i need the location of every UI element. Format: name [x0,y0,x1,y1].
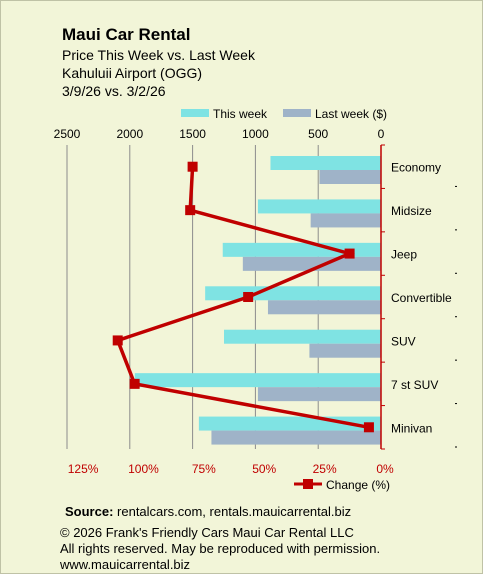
category-label: SUV [391,334,416,348]
website-url: www.mauicarrental.biz [60,557,191,572]
x2-tick-label: 100% [128,462,159,476]
bar-this-week [270,156,381,170]
bar-this-week [222,242,381,257]
legend-label-this-week: This week [213,107,268,121]
category-label: Jeep [391,248,417,262]
bar-this-week [134,373,381,388]
change-marker [112,335,123,346]
rights-text: All rights reserved. May be reproduced w… [60,541,381,556]
bar-this-week [205,286,381,301]
x-tick-label: 0 [378,127,385,141]
change-marker [243,292,254,302]
category-label: 7 st SUV [391,378,438,392]
change-marker [344,248,355,259]
legend-swatch-last-week [283,109,311,117]
x2-tick-label: 0% [376,462,394,476]
chart-dates: 3/9/26 vs. 3/2/26 [62,83,166,99]
copyright-text: © 2026 Frank's Friendly Cars Maui Car Re… [60,525,354,540]
x2-tick-label: 125% [68,462,99,476]
source-line: Source: rentalcars.com, rentals.mauicarr… [65,504,351,519]
category-label: Economy [391,161,441,175]
bar-last-week [309,343,381,358]
category-label: Midsize [391,204,432,218]
bar-last-week [310,213,381,228]
category-label: Minivan [391,421,432,435]
bar-this-week [257,199,381,214]
category-label: Convertible [391,291,452,305]
change-marker [185,205,196,216]
chart-subtitle: Price This Week vs. Last Week [62,47,255,63]
bar-last-week [211,430,381,445]
chart-location: Kahuluii Airport (OGG) [62,65,203,81]
bar-last-week [319,170,381,184]
x-tick-label: 500 [308,127,328,141]
change-marker [187,161,198,172]
change-marker [363,422,374,433]
x2-tick-label: 25% [313,462,337,476]
source-label: Source: [65,504,114,519]
bar-last-week [267,300,381,315]
x-tick-label: 1000 [242,127,269,141]
source-text: rentalcars.com, rentals.mauicarrental.bi… [117,504,352,519]
bar-last-week [257,387,381,402]
chart-plot: 2500 2000 1500 1000 500 0 125% 100% 75% 50% 25% 0% E… [54,107,457,492]
x2-tick-label: 75% [192,462,216,476]
change-marker [129,378,140,389]
x-tick-label: 2500 [54,127,81,141]
x-tick-label: 2000 [116,127,143,141]
legend-label-change: Change (%) [326,478,390,492]
x-tick-label: 1500 [179,127,206,141]
bar-last-week [242,256,381,271]
bar-this-week [224,329,381,344]
legend-swatch-this-week [181,109,209,117]
chart-title: Maui Car Rental [62,25,191,44]
legend-label-last-week: Last week ($) [315,107,387,121]
legend-marker-change [303,479,313,489]
x2-tick-label: 50% [252,462,276,476]
